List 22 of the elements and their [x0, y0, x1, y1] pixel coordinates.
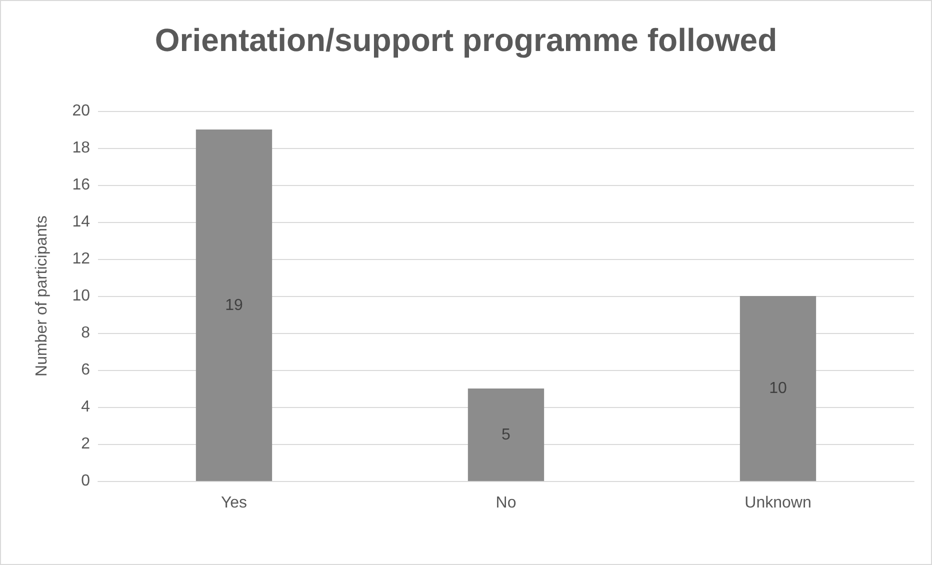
y-tick-label: 4 — [81, 398, 90, 416]
chart-title: Orientation/support programme followed — [154, 22, 778, 58]
y-tick-label: 16 — [72, 176, 90, 194]
y-tick-label: 12 — [72, 250, 90, 268]
y-tick-label: 8 — [81, 324, 90, 342]
y-axis-title: Number of participants — [34, 216, 50, 376]
y-tick-label: 0 — [81, 472, 90, 490]
x-tick-label: No — [496, 494, 516, 512]
bar — [468, 388, 544, 481]
data-label: 10 — [769, 380, 787, 397]
y-tick-label: 18 — [72, 140, 90, 156]
y-tick-label: 2 — [81, 436, 90, 452]
bar — [196, 130, 272, 481]
x-tick-label: Yes — [220, 494, 248, 512]
y-tick-label: 20 — [72, 102, 90, 120]
x-tick-label: Unknown — [744, 494, 812, 512]
bar — [740, 296, 816, 481]
y-tick-label: 6 — [81, 362, 90, 378]
y-tick-label: 14 — [72, 214, 90, 230]
data-label: 5 — [502, 426, 511, 444]
data-label: 19 — [225, 296, 243, 314]
y-tick-label: 10 — [72, 288, 90, 304]
